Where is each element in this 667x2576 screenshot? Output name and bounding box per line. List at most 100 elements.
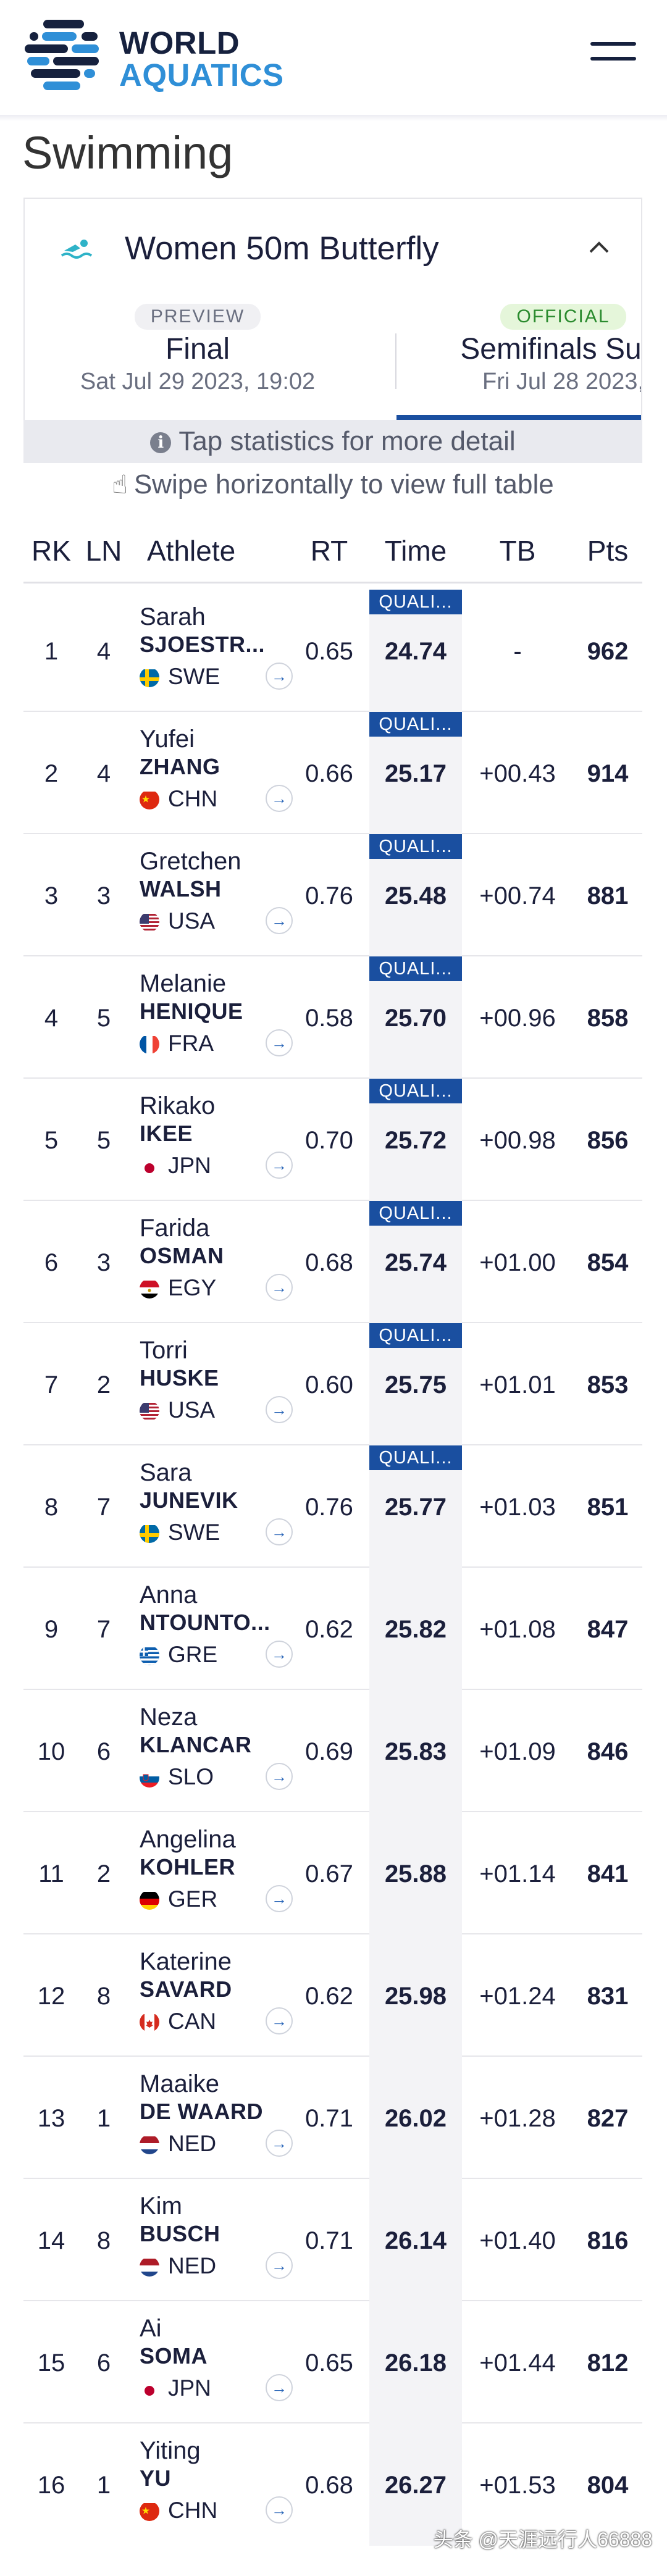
table-row[interactable]: 9 7 Anna NTOUNTO... GRE → 0.62 25.82 +01… [23,1568,642,1690]
time-value: 26.18 [384,2349,447,2377]
time-behind-cell: +01.09 [479,1738,556,1765]
country-code: GRE [168,1642,218,1667]
table-row[interactable]: 16 1 Yiting YU CHN → 0.68 26.27 +01.53 8… [23,2423,642,2546]
athlete-first-name: Anna [140,1581,198,1608]
country-code: SWE [168,1520,220,1545]
athlete-last-name: HUSKE [140,1365,219,1390]
country-code: CHN [168,786,218,811]
time-value: 25.72 [384,1127,447,1154]
time-behind-cell: +00.74 [479,882,556,910]
points-cell: 856 [587,1127,629,1154]
table-row[interactable]: 14 8 Kim BUSCH NED → 0.71 26.14 +01.40 8… [23,2179,642,2301]
reaction-time-cell: 0.68 [305,2472,353,2499]
athlete-last-name: NTOUNTO... [140,1610,271,1635]
rank-cell: 2 [44,760,59,787]
logo-wordmark: WORLD AQUATICS [119,27,284,91]
athlete-first-name: Torri [140,1337,188,1364]
lane-cell: 1 [96,2105,111,2132]
athlete-detail-arrow-icon[interactable]: → [266,2374,293,2401]
country-code: JPN [168,2375,211,2401]
rank-cell: 11 [38,1860,64,1888]
lane-cell: 7 [96,1494,111,1521]
table-row[interactable]: 3 3 Gretchen WALSH USA → 0.76 QUALI... 2… [23,834,642,956]
phase-tabs: PREVIEW Final Sat Jul 29 2023, 19:02 OFF… [23,296,642,420]
athlete-detail-arrow-icon[interactable]: → [266,907,293,934]
athlete-detail-arrow-icon[interactable]: → [266,1152,293,1179]
world-aquatics-logo[interactable]: WORLD AQUATICS [25,19,296,93]
table-row[interactable]: 7 2 Torri HUSKE USA → 0.60 QUALI... 25.7… [23,1323,642,1445]
rank-cell: 10 [37,1738,65,1765]
tab-final[interactable]: PREVIEW Final Sat Jul 29 2023, 19:02 [25,304,371,420]
header-rt: RT [310,535,348,567]
table-row[interactable]: 1 4 Sarah SJOESTR... SWE → 0.65 QUALI...… [23,590,642,712]
rank-cell: 16 [37,2472,65,2499]
reaction-time-cell: 0.65 [305,638,353,665]
country-flag-icon [140,2135,159,2154]
athlete-detail-arrow-icon[interactable]: → [266,1029,293,1056]
athlete-detail-arrow-icon[interactable]: → [266,2252,293,2279]
header-shadow [0,115,667,121]
athlete-detail-arrow-icon[interactable]: → [266,2496,293,2524]
rank-cell: 14 [37,2227,65,2254]
athlete-detail-arrow-icon[interactable]: → [266,663,293,690]
table-row[interactable]: 8 7 Sara JUNEVIK SWE → 0.76 QUALI... 25.… [23,1445,642,1568]
time-cell: 25.88 [369,1812,462,1934]
athlete-detail-arrow-icon[interactable]: → [266,785,293,812]
time-behind-cell: +01.01 [479,1371,556,1399]
time-behind-cell: +01.08 [479,1616,556,1643]
athlete-last-name: KOHLER [140,1854,235,1880]
table-row[interactable]: 10 6 Neza KLANCAR SLO → 0.69 25.83 +01.0… [23,1690,642,1812]
qualified-badge: QUALI... [369,590,462,614]
athlete-detail-arrow-icon[interactable]: → [266,1396,293,1423]
time-behind-cell: - [513,638,522,665]
table-row[interactable]: 2 4 Yufei ZHANG CHN → 0.66 QUALI... 25.1… [23,712,642,834]
time-value: 26.14 [384,2227,447,2254]
country-flag-icon [140,1890,159,1910]
time-value: 25.74 [384,1249,447,1276]
table-row[interactable]: 5 5 Rikako IKEE JPN → 0.70 QUALI... 25.7… [23,1079,642,1201]
table-row[interactable]: 15 6 Ai SOMA JPN → 0.65 26.18 +01.44 812 [23,2301,642,2423]
athlete-detail-arrow-icon[interactable]: → [266,1885,293,1912]
athlete-detail-arrow-icon[interactable]: → [266,2007,293,2034]
athlete-detail-arrow-icon[interactable]: → [266,1641,293,1668]
table-row[interactable]: 12 8 Katerine SAVARD CAN → 0.62 25.98 +0… [23,1934,642,2057]
reaction-time-cell: 0.69 [305,1738,353,1765]
points-cell: 853 [587,1371,629,1399]
time-value: 25.88 [384,1860,447,1888]
rank-cell: 3 [44,882,59,910]
points-cell: 841 [587,1860,629,1888]
table-row[interactable]: 11 2 Angelina KOHLER GER → 0.67 25.88 +0… [23,1812,642,1934]
time-cell: QUALI... 25.70 [369,956,462,1079]
table-row[interactable]: 4 5 Melanie HENIQUE FRA → 0.58 QUALI... … [23,956,642,1079]
event-title: Women 50m Butterfly [125,230,439,267]
athlete-detail-arrow-icon[interactable]: → [266,1518,293,1545]
table-row[interactable]: 6 3 Farida OSMAN EGY → 0.68 QUALI... 25.… [23,1201,642,1323]
rank-cell: 4 [44,1005,59,1032]
athlete-detail-arrow-icon[interactable]: → [266,1763,293,1790]
reaction-time-cell: 0.76 [305,882,353,910]
event-accordion[interactable]: Women 50m Butterfly [23,198,642,296]
page-title: Swimming [22,127,233,178]
chevron-up-icon[interactable] [587,237,611,256]
athlete-last-name: HENIQUE [140,998,243,1024]
athlete-first-name: Rikako [140,1092,216,1119]
table-row[interactable]: 13 1 Maaike DE WAARD NED → 0.71 26.02 +0… [23,2057,642,2179]
swipe-hint: ☝ Swipe horizontally to view full table [23,469,642,500]
athlete-last-name: ZHANG [140,754,220,779]
hamburger-icon[interactable] [590,42,636,62]
country-flag-icon [140,2501,159,2521]
time-behind-cell: +01.53 [479,2472,556,2499]
country-flag-icon [140,1034,159,1054]
athlete-detail-arrow-icon[interactable]: → [266,2130,293,2157]
athlete-first-name: Yufei [140,726,195,753]
athlete-detail-arrow-icon[interactable]: → [266,1274,293,1301]
swipe-hint-text: Swipe horizontally to view full table [133,469,554,500]
points-cell: 858 [587,1005,629,1032]
tab-semifinals[interactable]: OFFICIAL Semifinals Sum Fri Jul 28 2023, [396,304,641,420]
phase-divider [395,333,396,389]
qualified-badge: QUALI... [369,834,462,859]
time-behind-cell: +00.96 [479,1005,556,1032]
time-behind-cell: +01.28 [479,2105,556,2132]
athlete-first-name: Sara [140,1459,192,1486]
logo-line-2: AQUATICS [119,57,284,93]
